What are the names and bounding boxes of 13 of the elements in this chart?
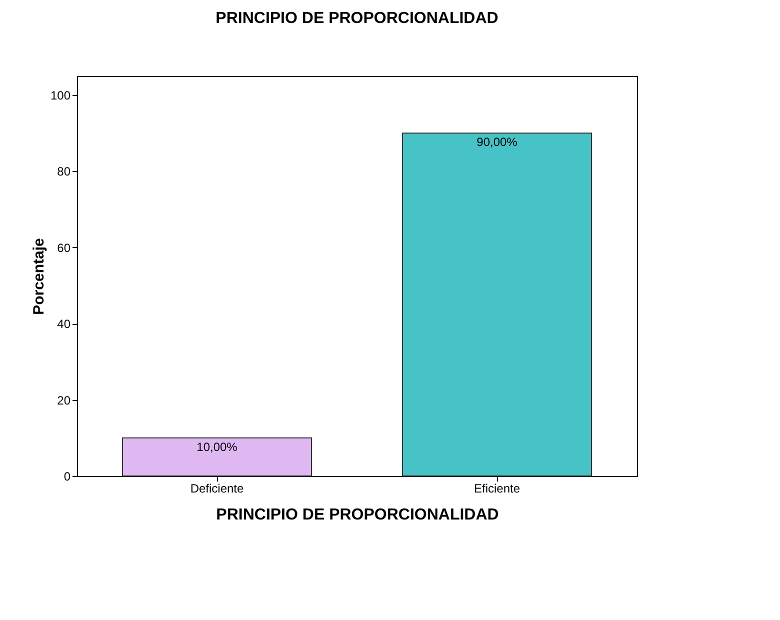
- y-tick-label: 100: [50, 88, 71, 103]
- y-tick-label: 80: [57, 164, 71, 179]
- x-tick-label: Deficiente: [190, 482, 244, 496]
- y-tick-label: 0: [64, 470, 71, 484]
- y-tick-label: 60: [57, 240, 71, 255]
- data-label: 90,00%: [476, 135, 518, 150]
- data-label: 10,00%: [196, 440, 238, 454]
- y-tick-label: 40: [57, 317, 71, 332]
- y-tick-label: 20: [57, 393, 71, 408]
- x-tick-label: Eficiente: [474, 482, 520, 496]
- x-axis-title: PRINCIPIO DE PROPORCIONALIDAD: [216, 506, 499, 524]
- chart-title: PRINCIPIO DE PROPORCIONALIDAD: [216, 10, 498, 27]
- y-axis-title: Porcentaje: [30, 238, 48, 315]
